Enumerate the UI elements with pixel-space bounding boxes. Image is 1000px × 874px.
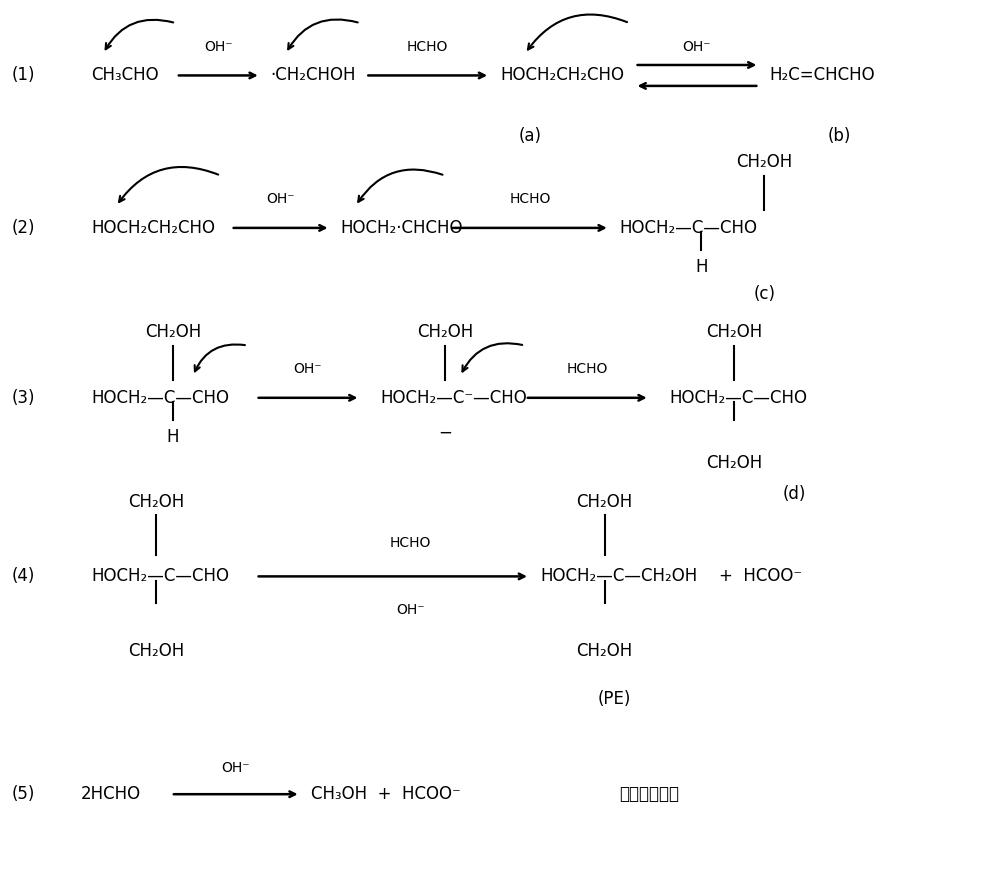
- Text: HCHO: HCHO: [407, 39, 448, 53]
- Text: HOCH₂—C—CH₂OH: HOCH₂—C—CH₂OH: [540, 567, 697, 586]
- Text: 2HCHO: 2HCHO: [81, 785, 141, 803]
- Text: −: −: [438, 424, 452, 442]
- Text: CH₃CHO: CH₃CHO: [91, 66, 159, 85]
- Text: OH⁻: OH⁻: [221, 761, 250, 775]
- Text: OH⁻: OH⁻: [204, 39, 233, 53]
- Text: HOCH₂—C—CHO: HOCH₂—C—CHO: [670, 389, 808, 406]
- Text: OH⁻: OH⁻: [294, 362, 322, 376]
- Text: +  HCOO⁻: + HCOO⁻: [719, 567, 803, 586]
- Text: CH₂OH: CH₂OH: [145, 323, 201, 341]
- Text: (b): (b): [827, 128, 851, 145]
- Text: CH₂OH: CH₂OH: [706, 323, 762, 341]
- Text: HOCH₂—C—CHO: HOCH₂—C—CHO: [620, 218, 758, 237]
- Text: HOCH₂—C⁻—CHO: HOCH₂—C⁻—CHO: [380, 389, 527, 406]
- Text: OH⁻: OH⁻: [683, 39, 711, 53]
- Text: H: H: [167, 428, 179, 447]
- Text: (4): (4): [11, 567, 35, 586]
- Text: (PE): (PE): [598, 690, 631, 708]
- Text: HOCH₂CH₂CHO: HOCH₂CH₂CHO: [500, 66, 624, 85]
- Text: H₂C=CHCHO: H₂C=CHCHO: [769, 66, 875, 85]
- Text: HCHO: HCHO: [390, 537, 431, 551]
- Text: CH₂OH: CH₂OH: [577, 642, 633, 660]
- Text: (2): (2): [11, 218, 35, 237]
- Text: H: H: [695, 259, 708, 276]
- Text: CH₂OH: CH₂OH: [128, 642, 184, 660]
- Text: CH₂OH: CH₂OH: [736, 153, 792, 171]
- Text: CH₂OH: CH₂OH: [706, 454, 762, 473]
- Text: (3): (3): [11, 389, 35, 406]
- Text: (a): (a): [518, 128, 541, 145]
- Text: （歧化反应）: （歧化反应）: [620, 785, 680, 803]
- Text: HCHO: HCHO: [567, 362, 608, 376]
- Text: HCHO: HCHO: [509, 192, 551, 206]
- Text: CH₃OH  +  HCOO⁻: CH₃OH + HCOO⁻: [311, 785, 460, 803]
- Text: HOCH₂—C—CHO: HOCH₂—C—CHO: [91, 389, 229, 406]
- Text: (c): (c): [753, 285, 775, 302]
- Text: ·CH₂CHOH: ·CH₂CHOH: [271, 66, 356, 85]
- Text: (5): (5): [11, 785, 35, 803]
- Text: CH₂OH: CH₂OH: [417, 323, 473, 341]
- Text: HOCH₂—C—CHO: HOCH₂—C—CHO: [91, 567, 229, 586]
- Text: CH₂OH: CH₂OH: [577, 493, 633, 511]
- Text: OH⁻: OH⁻: [266, 192, 295, 206]
- Text: (d): (d): [782, 485, 806, 503]
- Text: CH₂OH: CH₂OH: [128, 493, 184, 511]
- Text: (1): (1): [11, 66, 35, 85]
- Text: HOCH₂·CHCHO: HOCH₂·CHCHO: [340, 218, 463, 237]
- Text: HOCH₂CH₂CHO: HOCH₂CH₂CHO: [91, 218, 215, 237]
- Text: OH⁻: OH⁻: [396, 602, 425, 616]
